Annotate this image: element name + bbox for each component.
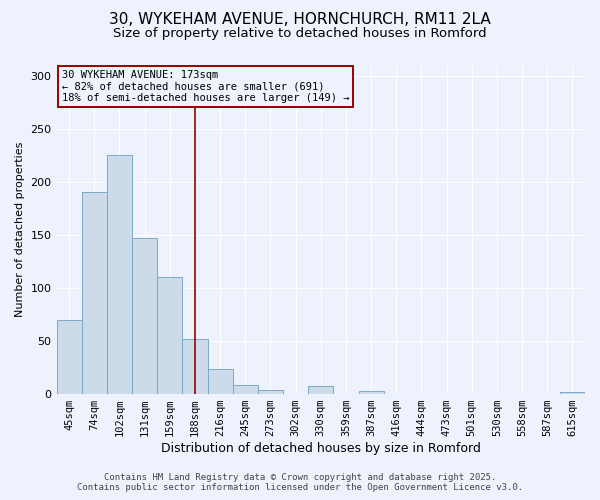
Text: 30 WYKEHAM AVENUE: 173sqm
← 82% of detached houses are smaller (691)
18% of semi: 30 WYKEHAM AVENUE: 173sqm ← 82% of detac…: [62, 70, 349, 103]
Bar: [157, 278, 182, 394]
Bar: [233, 384, 258, 394]
Text: 30, WYKEHAM AVENUE, HORNCHURCH, RM11 2LA: 30, WYKEHAM AVENUE, HORNCHURCH, RM11 2LA: [109, 12, 491, 28]
Text: Contains HM Land Registry data © Crown copyright and database right 2025.
Contai: Contains HM Land Registry data © Crown c…: [77, 473, 523, 492]
Bar: [258, 390, 283, 394]
Bar: [359, 391, 383, 394]
Bar: [82, 192, 107, 394]
Bar: [107, 155, 132, 394]
Bar: [132, 238, 157, 394]
X-axis label: Distribution of detached houses by size in Romford: Distribution of detached houses by size …: [161, 442, 481, 455]
Bar: [308, 386, 334, 394]
Y-axis label: Number of detached properties: Number of detached properties: [15, 142, 25, 317]
Bar: [182, 339, 208, 394]
Text: Size of property relative to detached houses in Romford: Size of property relative to detached ho…: [113, 28, 487, 40]
Bar: [208, 368, 233, 394]
Bar: [560, 392, 585, 394]
Bar: [56, 320, 82, 394]
